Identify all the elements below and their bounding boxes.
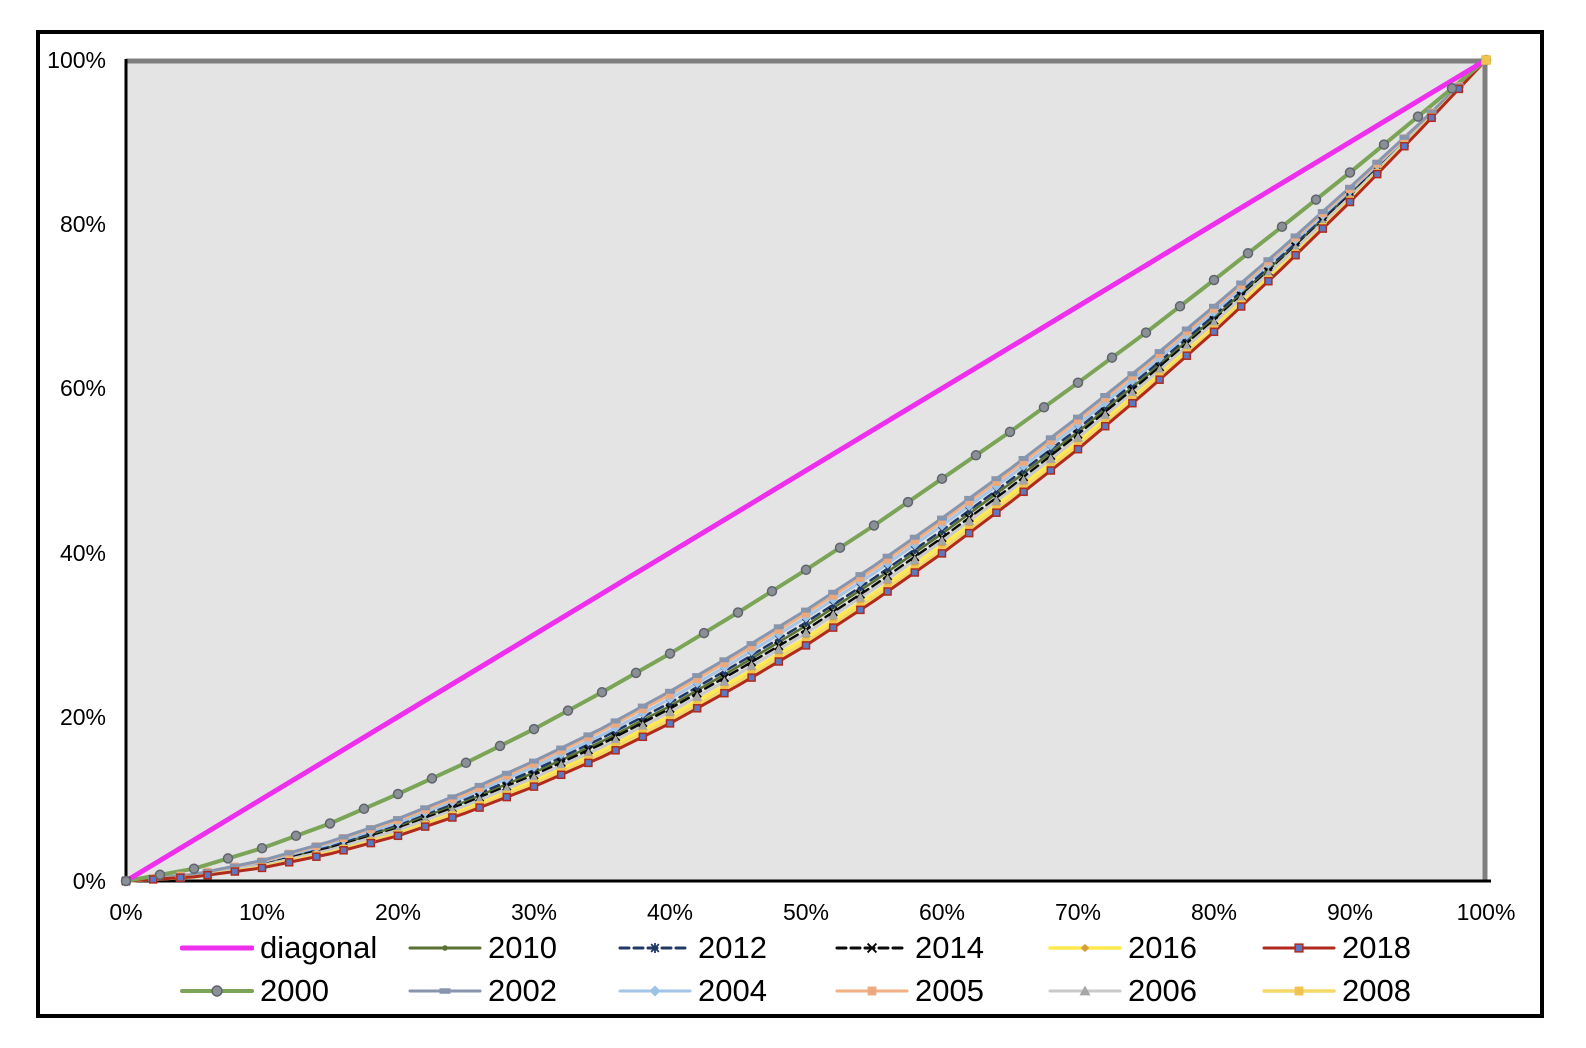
y-tick-label: 80% — [59, 211, 106, 238]
legend-label: 2004 — [698, 973, 767, 1008]
x-tick-label: 10% — [238, 899, 286, 925]
legend-item-2010: 2010 — [408, 928, 557, 968]
legend-swatch-2004 — [618, 985, 692, 997]
legend-item-2016: 2016 — [1048, 928, 1197, 968]
series-markers-2018 — [121, 55, 1491, 886]
legend-item-2005: 2005 — [835, 971, 984, 1011]
legend-swatch-2005 — [835, 986, 909, 996]
legend-item-2006: 2006 — [1048, 971, 1197, 1011]
x-tick-label: 30% — [510, 899, 558, 925]
y-tick-label: 60% — [59, 375, 106, 402]
legend-label: 2006 — [1128, 973, 1197, 1008]
legend-item-diagonal: diagonal — [180, 928, 377, 968]
y-tick-label: 0% — [72, 868, 106, 894]
legend-swatch-2010 — [408, 945, 482, 951]
legend-swatch-2008 — [1262, 986, 1336, 996]
x-tick-label: 40% — [646, 899, 694, 925]
legend-label: 2005 — [915, 973, 984, 1008]
y-tick-label: 40% — [59, 539, 106, 566]
x-tick-label: 90% — [1326, 899, 1374, 925]
x-tick-label: 20% — [374, 899, 422, 925]
legend-swatch-2002 — [408, 988, 482, 994]
legend-swatch-2006 — [1048, 985, 1122, 996]
x-tick-label: 80% — [1190, 899, 1238, 925]
figure-border — [36, 30, 1544, 1018]
legend-item-2002: 2002 — [408, 971, 557, 1011]
legend-swatch-2014 — [835, 942, 909, 954]
legend-label: 2014 — [915, 930, 984, 965]
legend-label: 2002 — [488, 973, 557, 1008]
y-tick-label: 100% — [47, 47, 106, 73]
x-tick-label: 100% — [1456, 899, 1516, 925]
legend-swatch-2016 — [1048, 943, 1122, 953]
legend-label: 2008 — [1342, 973, 1411, 1008]
legend-item-2004: 2004 — [618, 971, 767, 1011]
legend-label: 2018 — [1342, 930, 1411, 965]
legend-swatch-2000 — [180, 985, 254, 997]
legend-swatch-2012 — [618, 943, 692, 953]
legend-label: 2000 — [260, 973, 329, 1008]
legend-item-2008: 2008 — [1262, 971, 1411, 1011]
y-tick-label: 20% — [59, 703, 106, 730]
legend-label: 2016 — [1128, 930, 1197, 965]
legend-label: diagonal — [260, 930, 378, 965]
x-tick-label: 70% — [1054, 899, 1102, 925]
legend-label: 2010 — [488, 930, 557, 965]
legend-swatch-2018 — [1262, 943, 1336, 953]
x-tick-label: 50% — [782, 899, 830, 925]
series-line-diagonal — [123, 57, 1489, 884]
legend-item-2000: 2000 — [180, 971, 329, 1011]
legend-item-2014: 2014 — [835, 928, 984, 968]
x-tick-label: 60% — [918, 899, 966, 925]
legend-swatch-diagonal — [180, 945, 254, 951]
legend-item-2018: 2018 — [1262, 928, 1411, 968]
x-tick-label: 0% — [109, 899, 143, 925]
legend-item-2012: 2012 — [618, 928, 767, 968]
legend-label: 2012 — [698, 930, 767, 965]
